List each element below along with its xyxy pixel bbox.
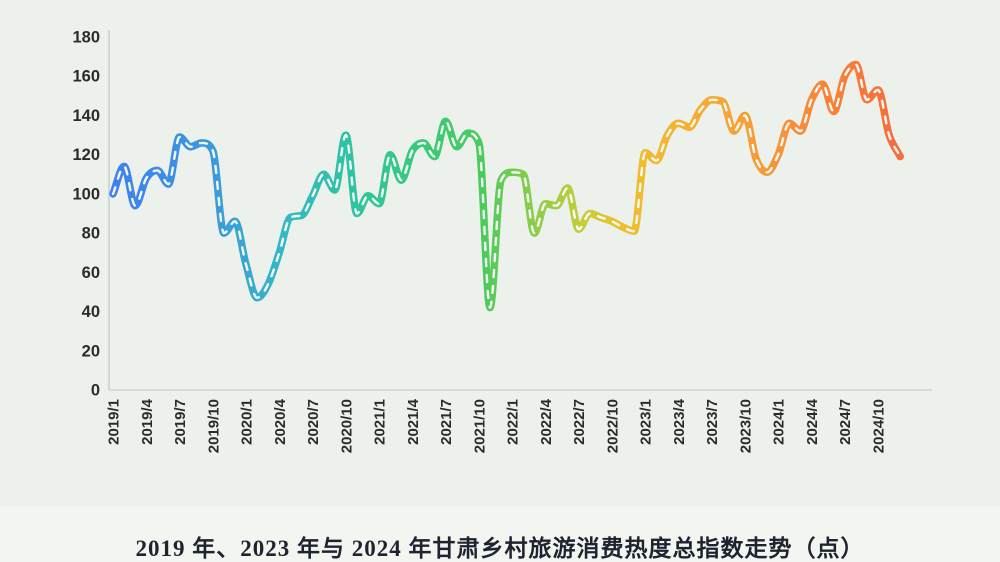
x-tick-label: 2024/7 [837,399,854,445]
x-tick-label: 2019/7 [172,399,189,445]
x-tick-label: 2023/7 [704,399,721,445]
x-tick-label: 2021/10 [471,399,488,453]
x-tick-label: 2024/10 [871,399,888,453]
y-tick-label: 100 [72,185,100,203]
title-band [0,506,1000,562]
x-tick-label: 2019/1 [106,399,123,445]
y-tick-label: 140 [72,107,100,125]
x-tick-label: 2024/4 [804,398,821,445]
y-tick-label: 180 [72,29,100,47]
chart-title: 2019 年、2023 年与 2024 年甘肃乡村旅游消费热度总指数走势（点） [135,536,865,561]
y-tick-label: 120 [72,146,100,164]
x-tick-label: 2022/1 [505,399,522,445]
x-tick-label: 2020/7 [305,399,322,445]
y-tick-label: 20 [82,342,100,360]
y-tick-label: 40 [82,303,100,321]
y-tick-label: 0 [91,382,100,400]
x-tick-label: 2023/1 [638,399,655,445]
x-tick-label: 2020/4 [272,398,289,445]
y-tick-label: 80 [82,225,100,243]
x-tick-label: 2022/7 [571,399,588,445]
x-tick-label: 2021/7 [438,399,455,445]
x-tick-label: 2023/10 [737,399,754,453]
x-tick-label: 2021/1 [372,399,389,445]
x-tick-label: 2020/10 [338,399,355,453]
line-center-dashes [111,63,902,309]
x-tick-label: 2022/10 [604,399,621,453]
x-tick-label: 2021/4 [405,398,422,445]
y-tick-label: 60 [82,264,100,282]
x-tick-label: 2024/1 [771,399,788,445]
y-tick-label: 160 [72,68,100,86]
index-trend-line [109,60,904,312]
x-tick-label: 2023/4 [671,398,688,445]
x-tick-label: 2019/10 [205,399,222,453]
x-tick-label: 2020/1 [239,399,256,445]
x-tick-label: 2019/4 [139,398,156,445]
x-tick-label: 2022/4 [538,398,555,445]
